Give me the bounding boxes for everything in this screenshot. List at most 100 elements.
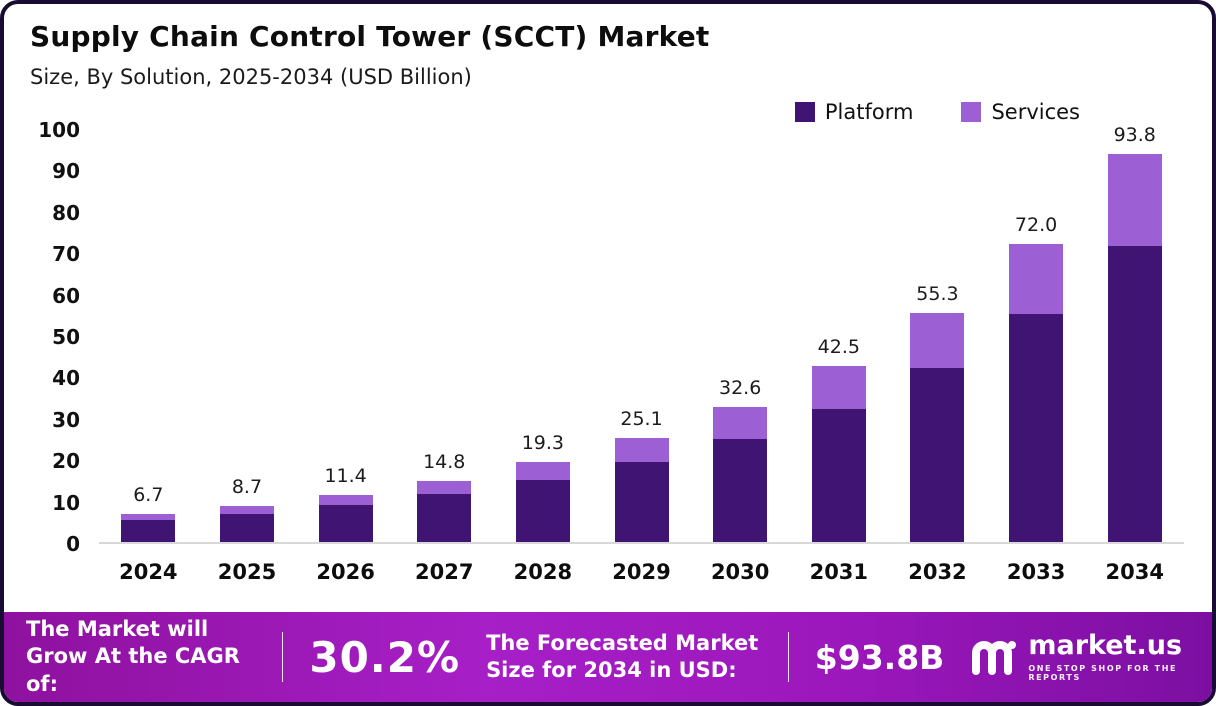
bar-stack xyxy=(515,462,570,542)
y-tick-label: 90 xyxy=(52,159,80,184)
bar-column: 32.6 xyxy=(691,130,790,542)
x-axis-labels: 2024 2025 2026 2027 2028 2029 2030 2031 2032 2033… xyxy=(99,560,1184,584)
bar-segment-platform xyxy=(121,520,176,542)
marketus-brand: market.us ONE STOP SHOP FOR THE REPORTS xyxy=(970,632,1182,682)
bar-column: 42.5 xyxy=(789,130,888,542)
y-tick-label: 50 xyxy=(52,325,80,349)
bar-segment-services xyxy=(121,514,176,521)
y-tick-label: 100 xyxy=(38,118,80,142)
marketus-logo-icon xyxy=(970,635,1017,679)
legend-label: Platform xyxy=(824,100,914,124)
x-axis-label: 2029 xyxy=(612,560,671,584)
bar-stack xyxy=(1009,243,1064,542)
bar-stack xyxy=(219,506,274,542)
y-tick-label: 70 xyxy=(52,242,80,267)
bar-column: 19.3 xyxy=(494,130,593,542)
footer-divider xyxy=(787,632,789,682)
cagr-value: 30.2% xyxy=(309,632,461,682)
bar-stack xyxy=(811,366,866,542)
bar-total-label: 55.3 xyxy=(916,283,959,306)
legend-label: Services xyxy=(991,100,1080,124)
chart-subtitle: Size, By Solution, 2025-2034 (USD Billio… xyxy=(30,65,472,89)
bar-total-label: 32.6 xyxy=(719,377,762,400)
y-axis: 0 10 20 30 40 50 60 70 80 90 100 xyxy=(30,120,90,554)
y-tick-label: 30 xyxy=(52,407,80,432)
y-tick-label: 60 xyxy=(52,283,80,308)
legend-item: Platform xyxy=(794,100,914,124)
brand-name: market.us xyxy=(1028,630,1183,661)
legend-item: Services xyxy=(961,100,1080,124)
brand-tagline: ONE STOP SHOP FOR THE REPORTS xyxy=(1028,664,1178,682)
bar-segment-services xyxy=(910,313,965,369)
cagr-label: The Market will Grow At the CAGR of: xyxy=(26,617,240,696)
legend: Platform Services xyxy=(794,100,1080,124)
bar-stack xyxy=(713,407,768,542)
forecast-label: The Forecasted Market Size for 2034 in U… xyxy=(486,630,759,682)
y-tick-label: 0 xyxy=(66,532,80,556)
bar-column: 55.3 xyxy=(888,130,987,542)
bar-segment-platform xyxy=(1009,314,1064,542)
y-tick-label: 10 xyxy=(52,490,80,515)
bar-segment-platform xyxy=(318,505,373,542)
bar-total-label: 6.7 xyxy=(133,484,164,507)
bar-total-label: 72.0 xyxy=(1014,213,1058,236)
x-axis-label: 2030 xyxy=(710,560,770,584)
bars: 6.7 8.7 11.4 14.8 19.3 25.1 32.6 42.5 55.3 72.0 93… xyxy=(99,124,1184,542)
bar-column: 14.8 xyxy=(395,130,494,542)
bar-segment-services xyxy=(515,462,570,481)
x-axis-label: 2026 xyxy=(316,560,375,584)
brand-text: market.us ONE STOP SHOP FOR THE REPORTS xyxy=(1028,632,1182,682)
bar-stack xyxy=(910,313,965,542)
bar-total-label: 19.3 xyxy=(521,432,565,455)
x-axis-label: 2034 xyxy=(1105,560,1164,584)
x-axis-label: 2028 xyxy=(513,560,573,584)
bar-segment-platform xyxy=(713,438,768,542)
bar-segment-services xyxy=(614,438,669,463)
chart-header: Supply Chain Control Tower (SCCT) Market… xyxy=(4,4,1212,89)
bar-column: 8.7 xyxy=(198,130,297,542)
footer-banner: The Market will Grow At the CAGR of: 30.… xyxy=(4,612,1212,702)
bar-total-label: 25.1 xyxy=(620,408,663,431)
bar-column: 25.1 xyxy=(592,130,691,542)
bar-column: 6.7 xyxy=(99,130,198,542)
bar-segment-services xyxy=(713,407,768,439)
plot-area: 6.7 8.7 11.4 14.8 19.3 25.1 32.6 42.5 55.3 72.0 93… xyxy=(99,124,1184,544)
chart-title: Supply Chain Control Tower (SCCT) Market xyxy=(30,20,710,53)
y-tick-label: 80 xyxy=(52,200,80,225)
x-axis-label: 2033 xyxy=(1006,560,1066,584)
bar-stack xyxy=(614,438,669,542)
bar-total-label: 42.5 xyxy=(817,336,860,359)
x-axis-label: 2025 xyxy=(217,560,277,584)
bar-stack xyxy=(121,514,176,542)
bar-total-label: 93.8 xyxy=(1113,123,1156,146)
bar-segment-services xyxy=(811,366,866,409)
bar-stack xyxy=(318,494,373,542)
bar-column: 93.8 xyxy=(1085,124,1184,542)
bar-segment-services xyxy=(1009,243,1064,315)
bar-segment-platform xyxy=(417,494,472,542)
bar-segment-platform xyxy=(219,513,274,542)
x-axis-label: 2032 xyxy=(908,560,967,584)
footer-divider xyxy=(282,632,284,682)
bar-column: 72.0 xyxy=(987,130,1086,542)
y-tick-label: 40 xyxy=(52,366,80,391)
bar-total-label: 14.8 xyxy=(423,450,466,473)
bar-segment-platform xyxy=(515,480,570,542)
bar-stack xyxy=(417,480,472,542)
bar-segment-platform xyxy=(811,408,866,542)
bar-segment-platform xyxy=(614,462,669,542)
bar-stack xyxy=(1107,153,1162,542)
y-tick-label: 20 xyxy=(52,449,80,474)
bar-total-label: 11.4 xyxy=(324,464,367,487)
bar-segment-services xyxy=(417,480,472,495)
bar-segment-platform xyxy=(1107,246,1162,542)
legend-swatch-services xyxy=(961,102,982,122)
bar-segment-services xyxy=(1107,153,1162,246)
bar-total-label: 8.7 xyxy=(231,476,263,498)
x-axis-label: 2031 xyxy=(809,560,869,584)
x-axis-label: 2027 xyxy=(415,560,474,584)
forecast-value: $93.8B xyxy=(814,637,945,677)
bar-segment-services xyxy=(318,494,373,506)
bar-segment-platform xyxy=(910,368,965,542)
